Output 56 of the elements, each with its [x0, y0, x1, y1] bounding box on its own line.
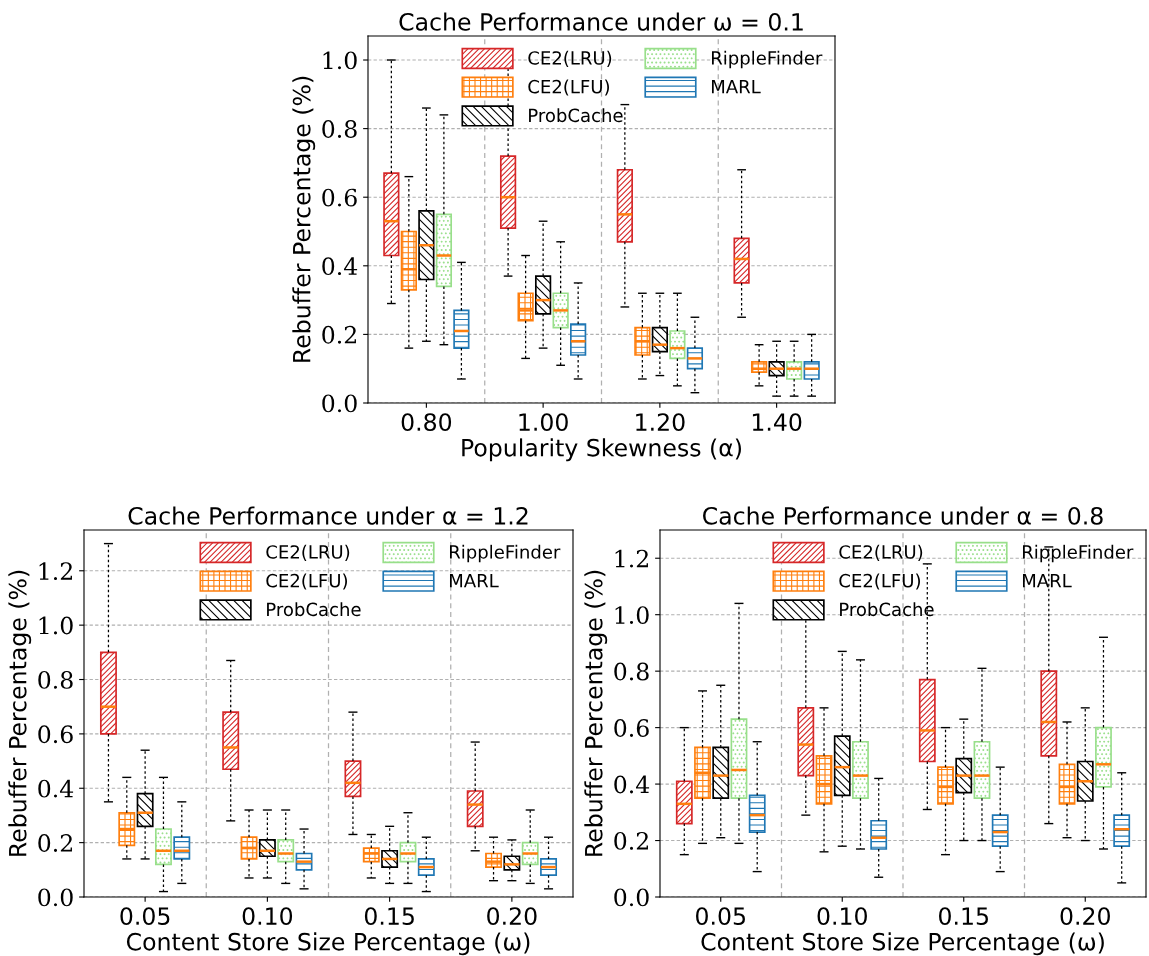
legend-label: RippleFinder: [711, 50, 823, 69]
x-axis-title: Popularity Skewness (α): [462, 438, 741, 462]
y-tick-label: 0.2: [38, 834, 72, 852]
x-tick-label: 1.00: [519, 413, 568, 431]
legend-label: CE2(LFU): [528, 79, 609, 96]
x-tick-label: 1.20: [636, 413, 685, 431]
x-axis-title: Content Store Size Percentage (ω): [126, 932, 530, 956]
legend-label: CE2(LFU): [839, 573, 920, 590]
y-tick-label: 1.0: [323, 51, 357, 70]
y-tick-label: 1.0: [615, 606, 649, 624]
y-axis-title: Rebuffer Percentage (%): [8, 570, 32, 856]
legend-label: MARL: [1022, 574, 1072, 588]
chart-title: Cache Performance under α = 1.2: [128, 506, 528, 525]
chart-title: Cache Performance under ω = 0.1: [399, 12, 803, 31]
y-tick-label: 0.4: [614, 775, 650, 794]
legend-label: CE2(LRU): [528, 50, 612, 67]
y-axis-title: Rebuffer Percentage (%): [584, 570, 608, 856]
legend-label: ProbCache: [840, 602, 934, 617]
x-tick-label: 1.40: [752, 413, 802, 431]
x-axis-title: Content Store Size Percentage (ω): [701, 932, 1104, 956]
y-tick-label: 0.8: [614, 662, 649, 681]
y-tick-label: 0.4: [38, 779, 74, 798]
legend-label: CE2(LRU): [839, 544, 923, 561]
y-tick-label: 1.0: [39, 616, 73, 635]
x-tick-label: 0.10: [242, 907, 293, 925]
legend-label: ProbCache: [529, 108, 623, 123]
legend-label: MARL: [449, 574, 499, 588]
y-axis-title: Rebuffer Percentage (%): [292, 76, 316, 362]
y-tick-label: 1.2: [39, 562, 72, 581]
x-tick-label: 0.80: [401, 413, 452, 431]
legend-label: ProbCache: [267, 602, 361, 617]
legend-label: MARL: [711, 80, 761, 94]
y-tick-label: 0.6: [38, 725, 73, 744]
x-tick-label: 0.10: [817, 907, 867, 925]
legend-label: CE2(LRU): [266, 544, 350, 561]
x-tick-label: 0.15: [939, 907, 988, 925]
y-tick-label: 0.0: [614, 888, 649, 907]
y-tick-label: 0.4: [322, 257, 358, 276]
x-tick-label: 0.20: [1060, 907, 1110, 925]
x-tick-label: 0.05: [696, 907, 745, 925]
y-tick-label: 0.0: [38, 888, 73, 907]
legend-label: RippleFinder: [449, 544, 561, 563]
y-tick-label: 0.6: [322, 188, 357, 207]
x-tick-label: 0.20: [487, 907, 537, 925]
y-tick-label: 1.2: [615, 549, 648, 568]
y-tick-label: 0.0: [322, 394, 357, 413]
y-tick-label: 0.2: [614, 831, 648, 850]
legend-label: CE2(LFU): [266, 573, 347, 590]
legend-label: RippleFinder: [1022, 544, 1134, 563]
x-tick-label: 0.15: [364, 907, 414, 925]
y-tick-label: 0.8: [38, 670, 73, 689]
x-tick-label: 0.05: [120, 907, 170, 925]
y-tick-label: 0.6: [614, 719, 649, 737]
chart-title: Cache Performance under α = 0.8: [703, 506, 1103, 525]
y-tick-label: 0.2: [322, 325, 356, 344]
y-tick-label: 0.8: [322, 120, 357, 138]
